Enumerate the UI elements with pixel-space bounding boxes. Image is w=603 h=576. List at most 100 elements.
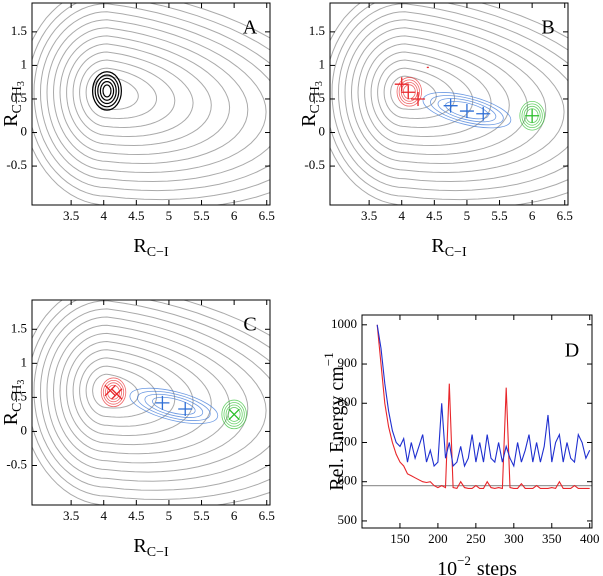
x-tick-label: 4.5 [426, 208, 442, 223]
contour-line [79, 59, 176, 129]
contour-line [370, 51, 492, 138]
x-tick-label: 4 [100, 208, 107, 223]
contour-line [337, 11, 568, 183]
contour-ring [445, 101, 489, 120]
contour-ring [398, 79, 420, 105]
panel: 150 200 250 300 350 400 500 600 700 800 900 1000 D 10… [321, 314, 599, 576]
x-tick-label: 4 [100, 508, 107, 523]
label-subscript: C−I [445, 245, 467, 260]
contour-line [59, 35, 231, 156]
frame [31, 299, 271, 506]
y-axis-label: Rel. Energy cm−1 [321, 352, 348, 490]
plot-area [330, 3, 568, 205]
contour-ring [519, 100, 545, 131]
contour-line [46, 316, 267, 473]
label-subscript: C−H [10, 385, 25, 412]
panel: 3.5 4 4.5 5 5.5 6 6.5-0.500.511.5 ARC−IRC−H3 [0, 2, 275, 260]
y-axis-label: RC−H3 [0, 81, 27, 127]
label-subscript: 3 [16, 81, 27, 86]
x-tick-label: 5.5 [193, 208, 209, 223]
panel-label: C [243, 314, 256, 336]
marker [411, 91, 426, 106]
minimum-contour [99, 81, 115, 101]
panel: 3.5 4 4.5 5 5.5 6 6.5-0.500.511.5 CRC−IRC−H3 [0, 299, 275, 561]
plot-area [32, 3, 270, 205]
x-tick-label: 6.5 [259, 508, 275, 523]
label-superscript: −1 [321, 352, 336, 366]
minimum-contour [102, 84, 112, 98]
contour-line [85, 365, 158, 418]
x-axis-label: RC−I [133, 535, 169, 561]
y-tick-label: 1000 [331, 316, 357, 331]
label-superscript: −2 [457, 553, 471, 568]
x-tick-label: 350 [542, 531, 562, 546]
contour-ring [523, 105, 541, 126]
y-tick-label: 800 [338, 394, 358, 409]
contour-ring [152, 396, 196, 415]
y-tick-label: 700 [338, 433, 358, 448]
contour-line [32, 3, 270, 201]
contour-ring [223, 402, 245, 427]
y-tick-label: 0.5 [11, 90, 27, 105]
contour-line [66, 43, 212, 147]
x-axis-label: RC−I [431, 235, 467, 261]
plot-area [32, 300, 270, 505]
contour-line [32, 300, 270, 501]
panel: 3.5 4 4.5 5 5.5 6 6.5-0.500.511.5 BRC−IRC−H3 [298, 2, 573, 261]
label-text: 10 [437, 558, 457, 576]
marker [155, 395, 170, 410]
contour-ring [430, 95, 504, 126]
contour-line [52, 324, 249, 464]
marker [178, 401, 193, 416]
x-tick-label: 6 [529, 208, 536, 223]
contour-line [33, 300, 270, 491]
panel-label: B [541, 17, 554, 39]
contour-ring [400, 81, 418, 102]
contour-ring [107, 384, 120, 400]
x-tick-label: 4.5 [128, 208, 144, 223]
marker [459, 104, 474, 119]
series-line [376, 324, 590, 490]
contour-line [331, 3, 568, 192]
panel-label: A [243, 17, 258, 39]
y-tick-label: 900 [338, 355, 358, 370]
marker [525, 108, 540, 123]
y-tick-label: -0.5 [6, 456, 27, 471]
x-tick-label: 5 [166, 208, 173, 223]
contour-line [39, 308, 270, 482]
contour-line [33, 3, 270, 192]
label-text: steps [477, 558, 517, 576]
contour-ring [225, 404, 243, 425]
y-tick-label: 500 [338, 512, 358, 527]
x-tick-label: 6.5 [557, 208, 573, 223]
contour-line [383, 67, 456, 120]
y-axis-label: RC−H3 [0, 380, 27, 426]
contour-ring [227, 407, 241, 422]
contour-line [85, 67, 158, 120]
marker [228, 408, 240, 421]
contour-line [39, 11, 270, 183]
label-subscript: 3 [314, 81, 325, 86]
contour-line [46, 19, 267, 174]
y-tick-label: 0.5 [11, 388, 27, 403]
frame [31, 2, 271, 206]
minimum-contour [97, 77, 117, 105]
contour-ring [521, 103, 543, 129]
contour-line [377, 59, 474, 129]
contour-line [390, 75, 437, 111]
contour-ring [137, 390, 211, 421]
x-tick-label: 5 [166, 508, 173, 523]
minimum-contour [94, 74, 120, 108]
label-text: R [0, 411, 22, 425]
y-tick-label: 600 [338, 473, 358, 488]
label-subscript: 3 [16, 380, 27, 385]
x-tick-label: 200 [428, 531, 448, 546]
y-axis-label: RC−H3 [298, 81, 326, 127]
contour-line [52, 27, 249, 165]
label-text: R [133, 535, 147, 557]
x-tick-label: 6 [231, 508, 238, 523]
x-tick-label: 6 [231, 208, 238, 223]
panel-label: D [565, 340, 579, 362]
